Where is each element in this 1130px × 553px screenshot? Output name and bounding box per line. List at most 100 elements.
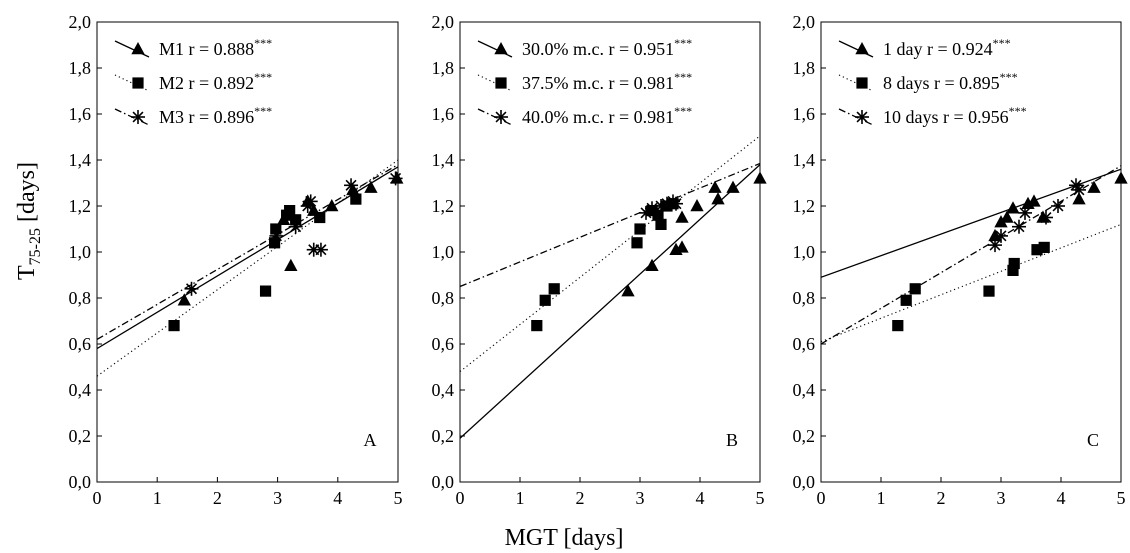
data-point-asterisk-stroke (305, 195, 317, 207)
x-tick-label: 1 (877, 488, 886, 508)
legend-series-name: 1 day (883, 39, 927, 59)
y-tick-label: 1,6 (432, 104, 455, 124)
legend-significance: *** (674, 70, 692, 84)
legend-significance: *** (674, 104, 692, 118)
legend-marker-asterisk-stroke (132, 111, 144, 123)
series-points-asterisk (988, 178, 1086, 253)
legend-entry: 40.0% m.c. r = 0.981*** (522, 104, 692, 127)
data-point-square (531, 320, 543, 332)
legend-r-value: r = 0.981 (608, 73, 674, 93)
data-point-square (1007, 264, 1019, 276)
y-tick-label: 2,0 (69, 12, 92, 32)
data-point-asterisk-stroke (1073, 184, 1085, 196)
data-point-asterisk (1012, 219, 1026, 234)
y-tick-label: 1,6 (69, 104, 92, 124)
x-tick-label: 1 (153, 488, 162, 508)
y-tick-label: 0,2 (69, 426, 92, 446)
legend-marker-triangle (131, 42, 145, 55)
legend-series-name: M1 (159, 39, 189, 59)
data-point-asterisk-stroke (655, 200, 667, 212)
y-tick-label: 0,4 (793, 380, 816, 400)
data-point-square (892, 320, 904, 332)
data-point-triangle (621, 284, 635, 297)
data-point-asterisk-stroke (640, 207, 652, 219)
legend-significance: *** (1009, 104, 1027, 118)
legend-entry: M3 r = 0.896*** (159, 104, 272, 127)
legend-marker-square (495, 77, 507, 89)
y-tick-label: 1,2 (432, 196, 455, 216)
x-tick-label: 2 (213, 488, 222, 508)
x-tick-label: 5 (756, 488, 765, 508)
x-tick-label: 5 (1117, 488, 1126, 508)
y-tick-label: 0,0 (432, 472, 455, 492)
fit-line-square (821, 223, 1121, 343)
data-point-triangle (708, 180, 722, 193)
data-point-triangle (177, 293, 191, 306)
fit-line-asterisk (460, 162, 760, 288)
legend-line-sample (838, 74, 874, 92)
series-points-asterisk (184, 171, 403, 296)
data-point-triangle (346, 182, 360, 196)
data-point-square (548, 283, 560, 295)
data-point-asterisk-stroke (1019, 207, 1031, 219)
data-point-asterisk-stroke (315, 244, 327, 256)
data-point-triangle (726, 180, 740, 193)
data-point-asterisk (988, 238, 1002, 253)
legend-r-value: r = 0.896 (189, 107, 255, 127)
data-point-asterisk-stroke (345, 179, 357, 191)
data-point-asterisk-stroke (1040, 211, 1052, 224)
y-axis-title-subscript: 75-25 (27, 228, 44, 265)
data-point-triangle (690, 199, 704, 212)
x-tick-label: 0 (93, 488, 102, 508)
legend-r-value: r = 0.951 (608, 39, 674, 59)
data-point-triangle (753, 171, 767, 184)
data-point-asterisk (1072, 182, 1086, 197)
series-points-triangle (621, 171, 767, 297)
data-point-triangle (711, 192, 725, 205)
legend-series-name: M3 (159, 107, 189, 127)
data-point-asterisk (654, 199, 668, 213)
data-point-triangle (675, 240, 689, 253)
y-tick-label: 1,8 (69, 58, 92, 78)
legend-entry: 10 days r = 0.956*** (883, 104, 1027, 127)
legend-marker-asterisk-stroke (495, 111, 507, 123)
data-point-asterisk (344, 178, 359, 193)
fit-line-triangle (821, 168, 1121, 278)
legend-r-value: r = 0.892 (189, 73, 255, 93)
legend-entry: 1 day r = 0.924*** (883, 36, 1011, 59)
data-point-asterisk-stroke (1013, 221, 1025, 233)
data-point-asterisk (1018, 205, 1032, 220)
legend-r-value: r = 0.981 (608, 107, 674, 127)
data-point-asterisk-stroke (989, 239, 1001, 251)
y-tick-label: 0,0 (69, 472, 92, 492)
legend-marker-asterisk (494, 110, 508, 124)
data-point-asterisk-stroke (670, 198, 682, 210)
data-point-square (1038, 241, 1050, 253)
legend-entry: 37.5% m.c. r = 0.981*** (522, 70, 692, 93)
data-point-asterisk (288, 219, 303, 234)
y-tick-label: 0,4 (432, 380, 455, 400)
x-tick-label: 3 (273, 488, 282, 508)
legend-significance: *** (674, 36, 692, 50)
data-point-square (268, 237, 281, 249)
data-point-asterisk-stroke (390, 172, 402, 184)
y-axis-title: T75-25 [days] (14, 162, 44, 280)
series-points-triangle (177, 171, 404, 306)
data-point-asterisk-stroke (270, 230, 282, 242)
legend-line-sample (477, 40, 513, 58)
legend-r-value: r = 0.924 (927, 39, 993, 59)
legend-significance: *** (993, 36, 1011, 50)
legend-series-name: 37.5% m.c. (522, 73, 608, 93)
fit-line-square (460, 135, 760, 373)
legend-r-value: r = 0.888 (189, 39, 255, 59)
y-tick-label: 1,4 (69, 150, 92, 170)
data-point-triangle (325, 199, 339, 212)
panel-letter-A: A (364, 430, 377, 450)
legend-series-name: 10 days (883, 107, 943, 127)
data-point-square (652, 209, 664, 221)
data-point-square (634, 223, 646, 235)
legend-marker-square (856, 77, 868, 89)
y-tick-label: 1,4 (432, 150, 455, 170)
data-point-triangle (1114, 171, 1128, 184)
